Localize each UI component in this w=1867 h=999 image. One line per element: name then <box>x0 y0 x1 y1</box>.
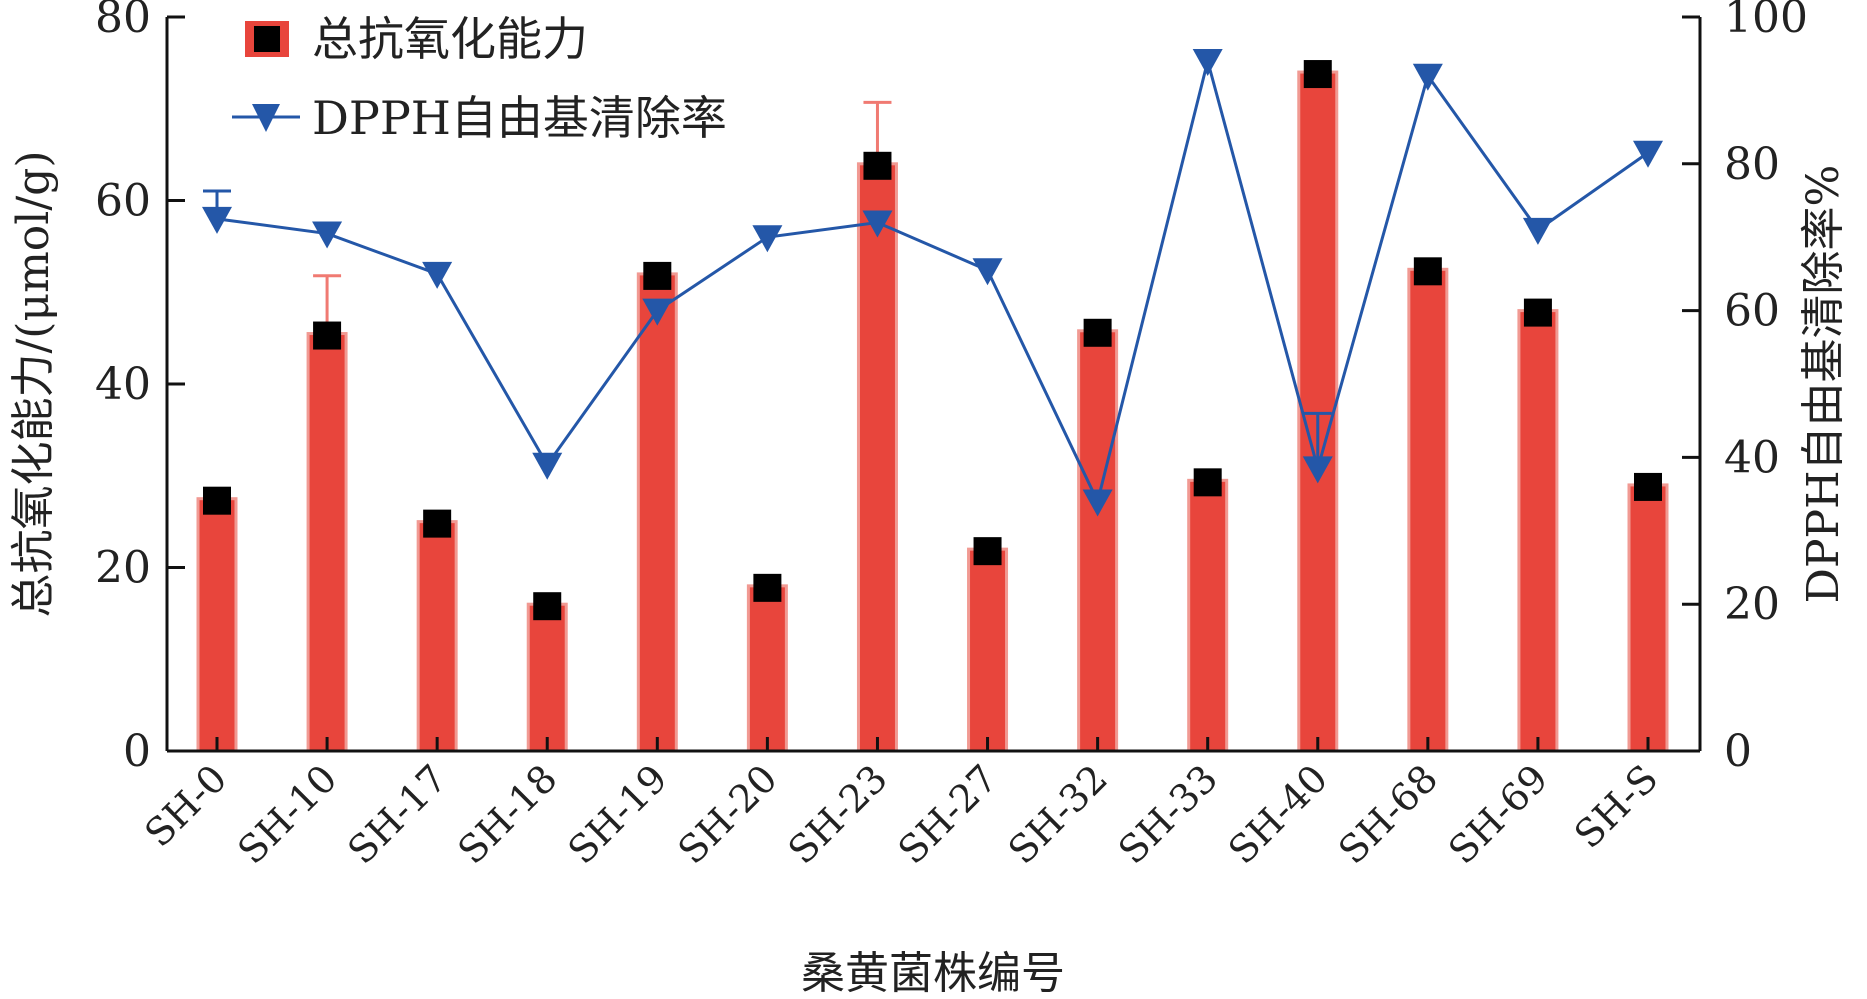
x-tick-label: SH-10 <box>229 756 345 872</box>
bar-markers-layer <box>203 60 1662 621</box>
bar-value-marker <box>423 509 452 538</box>
x-tick-label: SH-S <box>1566 756 1666 856</box>
left-tick-label: 60 <box>95 176 151 227</box>
x-axis-title: 桑黄菌株编号 <box>801 948 1065 999</box>
right-tick-label: 20 <box>1724 579 1780 630</box>
legend-square-marker-icon <box>254 26 280 52</box>
bar <box>196 497 238 753</box>
x-tick-label: SH-68 <box>1330 756 1446 872</box>
dpph-point <box>422 261 453 289</box>
x-tick-label: SH-33 <box>1110 756 1226 872</box>
y-axis-left-title: 总抗氧化能力/(μmol/g) <box>8 150 59 617</box>
legend-line-label: DPPH自由基清除率 <box>312 91 727 145</box>
bar-value-marker <box>1083 318 1112 347</box>
dpph-point <box>752 225 783 253</box>
bar <box>967 547 1009 753</box>
dpph-point <box>1412 63 1443 91</box>
bar <box>856 162 898 753</box>
left-tick-label: 80 <box>95 0 151 43</box>
right-tick-label: 40 <box>1724 432 1780 483</box>
dpph-point <box>202 206 232 234</box>
legend: 总抗氧化能力 DPPH自由基清除率 <box>232 12 727 145</box>
x-tick-label: SH-32 <box>1000 756 1116 872</box>
bar <box>1187 478 1229 753</box>
bar-value-marker <box>1193 468 1222 497</box>
legend-bar-label: 总抗氧化能力 <box>312 12 588 66</box>
bar-value-marker <box>533 592 562 621</box>
left-y-axis-ticks: 0 20 40 60 80 <box>95 0 185 777</box>
bar <box>636 272 678 753</box>
bar <box>306 332 348 753</box>
bar <box>526 602 568 753</box>
bar <box>1297 70 1339 753</box>
right-tick-label: 80 <box>1724 139 1780 190</box>
right-tick-label: 0 <box>1724 726 1752 777</box>
legend-item-bar: 总抗氧化能力 <box>245 12 588 66</box>
x-tick-label: SH-18 <box>449 756 565 872</box>
x-tick-label: SH-0 <box>136 756 235 855</box>
dpph-point <box>1192 49 1223 77</box>
right-tick-label: 100 <box>1724 0 1808 43</box>
bar-value-marker <box>313 321 342 350</box>
dpph-point <box>862 210 893 238</box>
dpph-point <box>972 258 1003 286</box>
legend-item-line: DPPH自由基清除率 <box>232 91 727 145</box>
dpph-point <box>312 221 343 249</box>
dpph-point <box>1633 140 1663 168</box>
bar-value-marker <box>1413 257 1442 286</box>
dpph-point <box>1522 217 1553 245</box>
bars-layer <box>196 70 1669 753</box>
x-tick-label: SH-23 <box>780 756 896 872</box>
x-tick-label: SH-19 <box>559 756 675 872</box>
bar <box>1077 329 1119 753</box>
x-axis-ticks: SH-0SH-10SH-17SH-18SH-19SH-20SH-23SH-27S… <box>136 737 1666 872</box>
legend-triangle-marker-icon <box>252 104 280 132</box>
dpph-point <box>532 452 563 480</box>
line-layer <box>202 49 1663 517</box>
x-tick-label: SH-20 <box>670 756 786 872</box>
bar-value-marker <box>1634 472 1662 501</box>
y-axis-right-title: DPPH自由基清除率% <box>1798 165 1849 604</box>
right-y-axis-ticks: 0 20 40 60 80 100 <box>1682 0 1808 777</box>
bar-value-marker <box>1303 60 1332 89</box>
x-tick-label: SH-27 <box>890 756 1006 872</box>
x-tick-label: SH-69 <box>1440 756 1556 872</box>
right-tick-label: 60 <box>1724 286 1780 337</box>
bar-value-marker <box>643 261 672 290</box>
bar-value-marker <box>1523 298 1552 327</box>
bar <box>1627 483 1669 753</box>
bar <box>416 520 458 753</box>
bar <box>1407 267 1449 753</box>
bar-value-marker <box>753 573 782 602</box>
x-tick-label: SH-17 <box>339 756 455 872</box>
bar-value-marker <box>203 486 231 515</box>
dpph-line <box>216 55 1649 506</box>
left-tick-label: 20 <box>95 543 151 594</box>
bar <box>746 584 788 753</box>
x-tick-label: SH-40 <box>1220 756 1336 872</box>
dpph-point <box>642 298 673 326</box>
left-tick-label: 0 <box>123 726 151 777</box>
dpph-point <box>1082 489 1113 517</box>
bar-value-marker <box>863 151 892 180</box>
bar-value-marker <box>973 537 1002 566</box>
left-tick-label: 40 <box>95 359 151 410</box>
dpph-point <box>1302 456 1333 484</box>
bar <box>1517 309 1559 753</box>
